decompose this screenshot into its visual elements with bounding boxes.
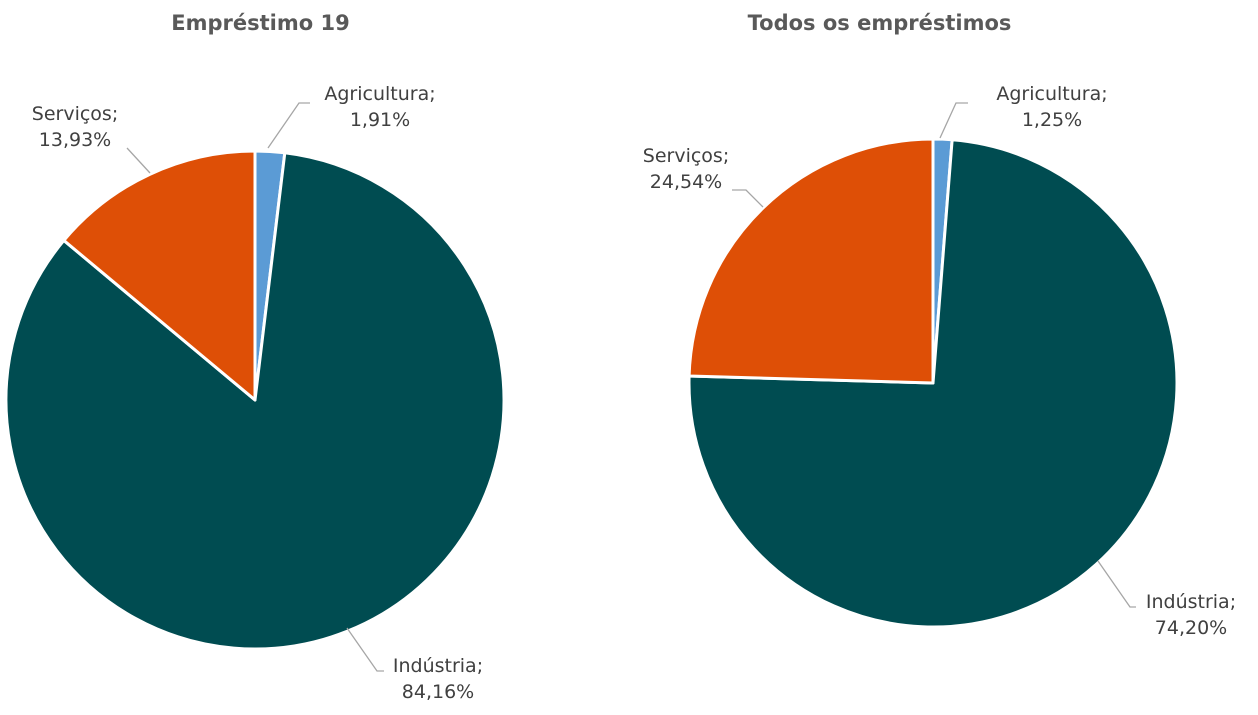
pie-chart-svg: Agricultura; 1,25% Indústria; 74,20% Serviço… (643, 83, 1236, 639)
data-label-agricultura: Agricultura; 1,25% (996, 83, 1107, 131)
data-label-servicos: Serviços; 24,54% (643, 145, 729, 193)
pie-slice-servicos (687, 137, 935, 385)
leader-line-agricultura (939, 102, 968, 139)
leader-line-agricultura (267, 102, 310, 149)
leader-line-servicos (126, 147, 151, 174)
pie-chart-svg: Agricultura; 1,91% Indústria; 84,16% Serviço… (4, 83, 506, 703)
chart-title: Empréstimo 19 (171, 11, 350, 35)
data-label-industria: Indústria; 74,20% (1146, 591, 1236, 639)
leader-line-industria (1097, 560, 1136, 608)
pie-chart-emprestimo-19: Empréstimo 19 Agricultura; 1,91% Indústria… (4, 11, 506, 703)
pie-slices (4, 149, 506, 651)
leader-line-servicos (732, 189, 764, 208)
data-label-industria: Indústria; 84,16% (393, 655, 483, 703)
leader-line-industria (346, 627, 384, 672)
chart-title: Todos os empréstimos (747, 11, 1012, 35)
pie-slices (687, 137, 1179, 629)
data-label-agricultura: Agricultura; 1,91% (324, 83, 435, 131)
pie-slice-servicos (62, 149, 257, 402)
data-label-servicos: Serviços; 13,93% (32, 103, 118, 151)
pie-chart-todos-emprestimos: Todos os empréstimos Agricultura; 1,25% In… (629, 0, 1258, 715)
